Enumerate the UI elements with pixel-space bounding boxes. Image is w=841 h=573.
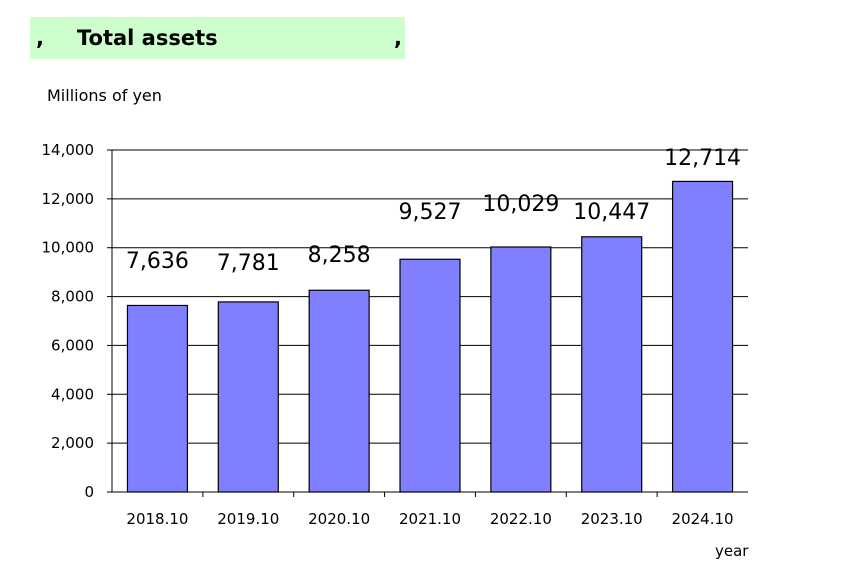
title-mark-left: , bbox=[36, 26, 44, 50]
x-tick-label: 2020.10 bbox=[308, 510, 370, 528]
y-tick-label: 6,000 bbox=[51, 336, 94, 354]
title-banner: , Total assets , bbox=[30, 17, 405, 59]
x-tick-label: 2021.10 bbox=[399, 510, 461, 528]
bar bbox=[490, 246, 552, 493]
bar bbox=[671, 180, 734, 493]
y-tick-label: 4,000 bbox=[51, 385, 94, 403]
x-tick-label: 2022.10 bbox=[490, 510, 552, 528]
bar bbox=[399, 258, 461, 493]
x-tick-label: 2018.10 bbox=[126, 510, 188, 528]
bar bbox=[217, 301, 279, 493]
y-tick-label: 2,000 bbox=[51, 434, 94, 452]
y-tick-label: 14,000 bbox=[42, 141, 95, 159]
title-mark-right: , bbox=[394, 26, 402, 50]
x-tick-label: 2023.10 bbox=[581, 510, 643, 528]
data-label: 7,781 bbox=[217, 251, 280, 276]
data-label: 7,636 bbox=[126, 249, 189, 274]
chart-title: Total assets bbox=[77, 26, 218, 50]
x-tick-label: 2024.10 bbox=[672, 510, 734, 528]
y-tick-label: 10,000 bbox=[42, 239, 95, 257]
data-label: 12,714 bbox=[664, 146, 741, 171]
data-label: 9,527 bbox=[399, 200, 462, 225]
x-tick-label: 2019.10 bbox=[217, 510, 279, 528]
x-axis-label: year bbox=[715, 542, 749, 560]
data-label: 8,258 bbox=[308, 243, 371, 268]
bar bbox=[126, 304, 189, 493]
bar bbox=[581, 236, 643, 493]
bar bbox=[308, 289, 370, 493]
y-tick-label: 0 bbox=[84, 483, 94, 501]
y-tick-label: 8,000 bbox=[51, 288, 94, 306]
data-label: 10,447 bbox=[573, 200, 650, 225]
y-axis-unit-label: Millions of yen bbox=[47, 86, 162, 105]
y-tick-label: 12,000 bbox=[42, 190, 95, 208]
data-label: 10,029 bbox=[482, 192, 559, 217]
